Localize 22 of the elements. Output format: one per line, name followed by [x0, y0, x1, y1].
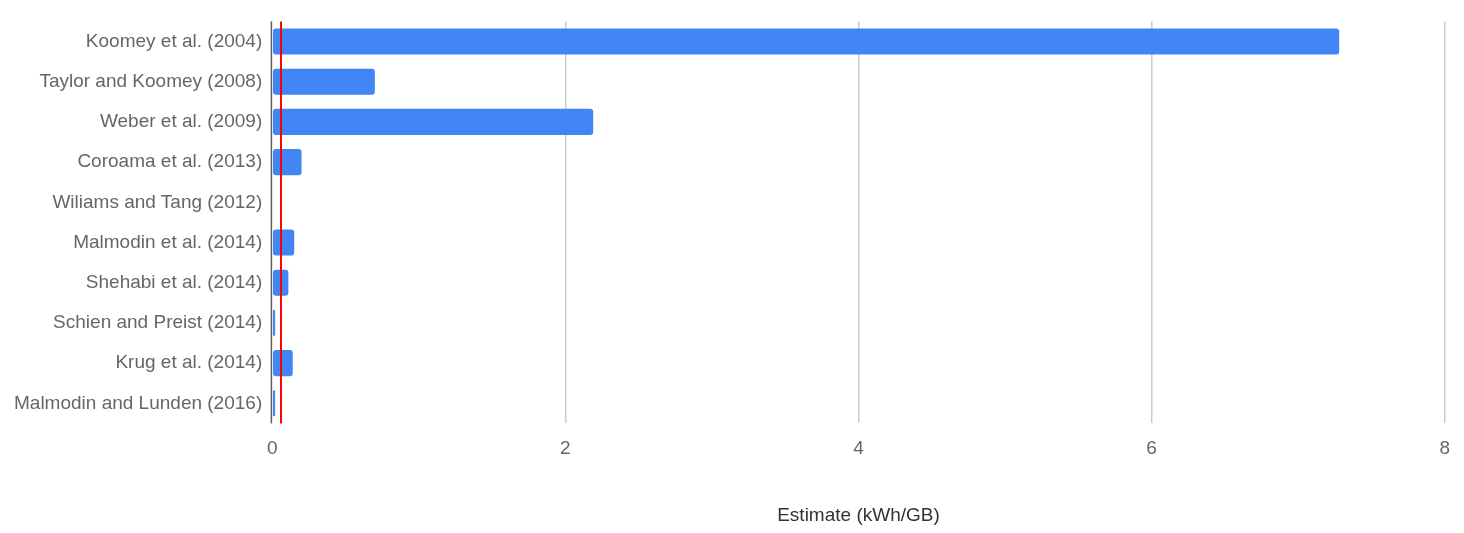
y-tick-label: Malmodin et al. (2014)	[73, 230, 263, 252]
y-tick-label: Koomey et al. (2004)	[85, 29, 263, 51]
y-tick-label: Coroama et al. (2013)	[77, 150, 263, 172]
x-tick-label: 8	[1439, 437, 1451, 459]
x-axis-title: Estimate (kWh/GB)	[777, 503, 940, 525]
bar	[272, 350, 293, 377]
y-tick-label: Schien and Preist (2014)	[53, 311, 263, 333]
x-tick-label: 0	[266, 437, 278, 459]
y-tick-label: Malmodin and Lunden (2016)	[13, 391, 263, 413]
bar	[272, 229, 295, 256]
bar	[272, 28, 1340, 55]
y-tick-label: Shehabi et al. (2014)	[85, 270, 263, 292]
bar	[272, 68, 375, 95]
y-tick-label: Weber et al. (2009)	[99, 110, 263, 132]
y-tick-label: Krug et al. (2014)	[115, 351, 263, 373]
y-tick-label: Taylor and Koomey (2008)	[39, 69, 263, 91]
bar	[272, 149, 302, 176]
x-tick-label: 4	[853, 437, 865, 459]
bar	[272, 108, 594, 135]
x-tick-label: 6	[1146, 437, 1157, 459]
y-tick-label: Wiliams and Tang (2012)	[52, 190, 263, 212]
x-tick-label: 2	[560, 437, 571, 459]
